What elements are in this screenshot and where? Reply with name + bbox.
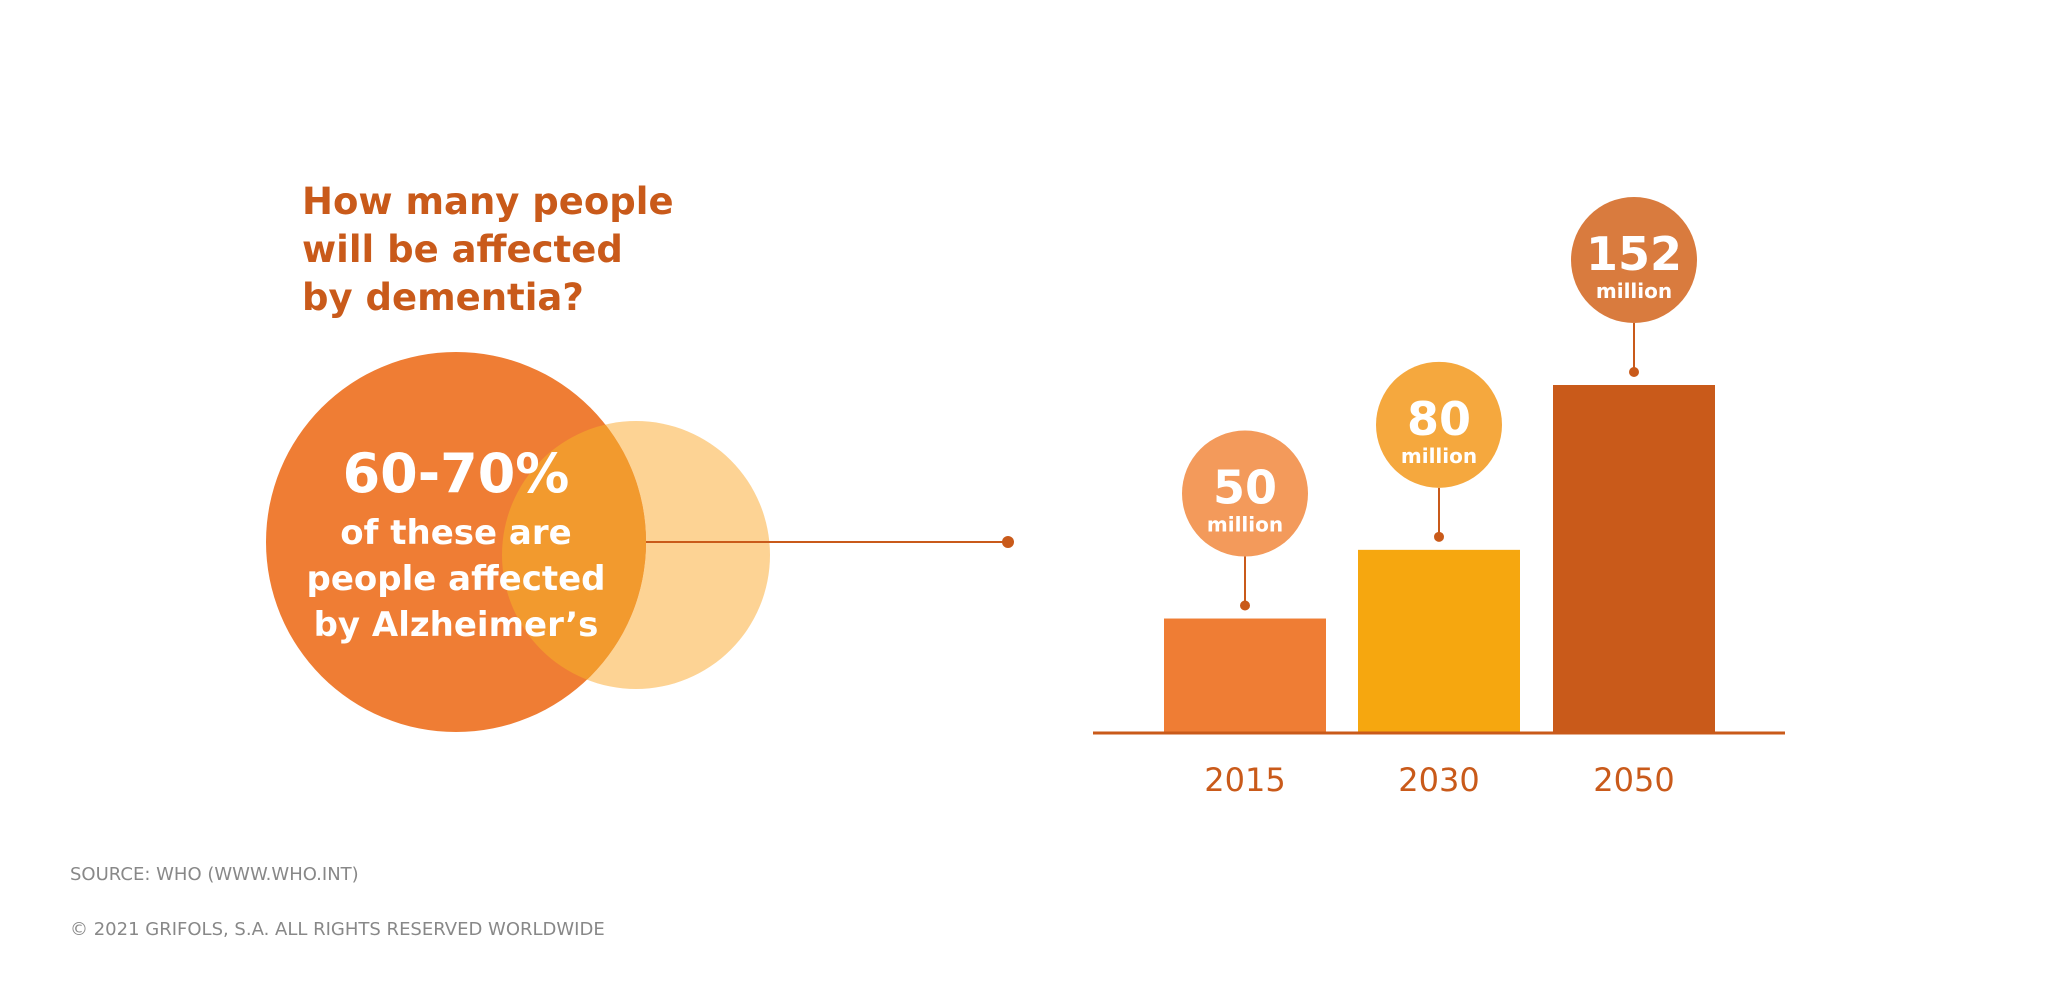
question-heading: How many people will be affected by deme… <box>302 178 722 322</box>
description-line: by Alzheimer’s <box>313 605 599 645</box>
data-label-unit: million <box>1596 279 1672 303</box>
bar-stem-dot <box>1240 600 1250 611</box>
question-line: by dementia? <box>302 276 584 319</box>
bar-stem-dot <box>1629 367 1639 377</box>
question-line: How many people <box>302 180 674 223</box>
bar-2015 <box>1164 618 1326 733</box>
alzheimers-description: of these are people affected by Alzheime… <box>266 510 646 648</box>
description-line: of these are <box>340 513 572 553</box>
value-bubble <box>1182 430 1308 557</box>
data-label-value: 80 <box>1407 392 1471 446</box>
data-label-unit: million <box>1207 513 1283 537</box>
bar-2050 <box>1553 385 1715 733</box>
x-tick-label: 2030 <box>1398 761 1479 799</box>
bar-2030 <box>1358 549 1520 733</box>
x-tick-label: 2050 <box>1593 761 1674 799</box>
venn-overlap-clip <box>266 352 646 732</box>
x-tick-label: 2015 <box>1204 761 1285 799</box>
data-label-value: 152 <box>1586 227 1682 281</box>
question-line: will be affected <box>302 228 623 271</box>
data-label-unit: million <box>1401 444 1477 468</box>
copyright-note: © 2021 GRIFOLS, S.A. ALL RIGHTS RESERVED… <box>70 919 605 940</box>
venn-text: 60-70% of these are people affected by A… <box>266 438 646 648</box>
value-bubble <box>1571 197 1697 323</box>
connector-dot <box>1002 536 1014 548</box>
bar-stem-dot <box>1434 531 1444 542</box>
value-bubble <box>1376 361 1502 488</box>
alzheimers-percentage: 60-70% <box>342 442 570 505</box>
data-label-value: 50 <box>1213 461 1277 515</box>
description-line: people affected <box>306 559 606 599</box>
source-note: SOURCE: WHO (WWW.WHO.INT) <box>70 864 359 885</box>
